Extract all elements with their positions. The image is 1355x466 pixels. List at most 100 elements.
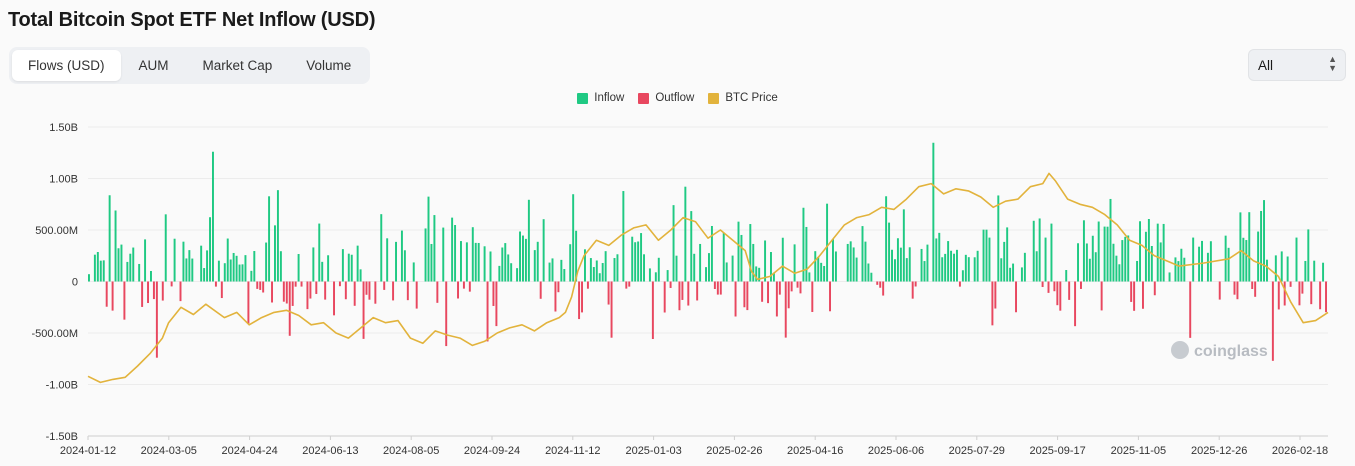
outflow-bar bbox=[147, 281, 149, 304]
legend-label-outflow: Outflow bbox=[655, 92, 695, 104]
inflow-bar bbox=[560, 259, 563, 282]
inflow-bar bbox=[950, 250, 953, 282]
inflow-bar bbox=[244, 255, 247, 282]
flow-bars bbox=[88, 142, 1327, 361]
inflow-bar bbox=[454, 224, 457, 282]
inflow-bar bbox=[770, 252, 772, 282]
outflow-bar bbox=[353, 281, 356, 306]
range-select[interactable]: All ▲ ▼ bbox=[1248, 49, 1346, 81]
outflow-bar bbox=[436, 281, 439, 303]
outflow-bar bbox=[445, 281, 448, 347]
outflow-bar bbox=[1325, 281, 1327, 313]
outflow-bar bbox=[338, 281, 341, 287]
outflow-bar bbox=[911, 281, 914, 299]
inflow-bar bbox=[648, 268, 651, 282]
inflow-bar bbox=[849, 241, 852, 282]
inflow-bar bbox=[88, 274, 90, 282]
legend-item-inflow[interactable]: Inflow bbox=[577, 92, 624, 104]
outflow-bar bbox=[746, 281, 749, 311]
inflow-bar bbox=[489, 251, 492, 282]
inflow-bar bbox=[1000, 258, 1003, 282]
x-tick-label: 2024-04-24 bbox=[221, 445, 277, 457]
outflow-bar bbox=[607, 281, 610, 305]
x-tick-label: 2024-06-13 bbox=[302, 445, 358, 457]
inflow-bar bbox=[1088, 258, 1091, 282]
tab-market-cap[interactable]: Market Cap bbox=[202, 58, 273, 73]
outflow-bar bbox=[1277, 281, 1280, 310]
inflow-bar bbox=[1162, 223, 1165, 282]
inflow-bar bbox=[524, 238, 527, 282]
outflow-bar bbox=[790, 281, 793, 292]
outflow-bar bbox=[285, 281, 288, 304]
price-swatch-icon bbox=[708, 92, 720, 104]
outflow-bar bbox=[1233, 281, 1236, 295]
legend-item-btc-price[interactable]: BTC Price bbox=[708, 92, 778, 104]
y-tick-label: 1.00B bbox=[49, 174, 78, 186]
legend-item-outflow[interactable]: Outflow bbox=[638, 92, 694, 104]
inflow-bar bbox=[956, 249, 958, 282]
inflow-bar bbox=[93, 254, 96, 282]
outflow-bar bbox=[1047, 281, 1050, 293]
inflow-bar bbox=[643, 254, 645, 282]
inflow-bar bbox=[483, 246, 486, 282]
inflow-bar bbox=[1020, 267, 1023, 282]
inflow-bar bbox=[758, 267, 761, 282]
inflow-bar bbox=[1159, 242, 1162, 282]
outflow-bar bbox=[123, 281, 126, 320]
inflow-bar bbox=[1144, 231, 1147, 282]
inflow-bar bbox=[982, 229, 985, 282]
inflow-bar bbox=[182, 241, 185, 282]
inflow-bar bbox=[504, 243, 507, 282]
outflow-bar bbox=[1068, 281, 1071, 300]
inflow-bar bbox=[276, 190, 279, 282]
inflow-bar bbox=[150, 270, 152, 282]
inflow-bar bbox=[908, 247, 911, 282]
inflow-bar bbox=[403, 250, 406, 282]
inflow-bar bbox=[684, 186, 687, 282]
inflow-bar bbox=[1248, 212, 1251, 282]
outflow-bar bbox=[306, 281, 309, 310]
inflow-bar bbox=[102, 260, 105, 282]
inflow-bar bbox=[321, 261, 324, 282]
inflow-bar bbox=[474, 242, 477, 282]
inflow-bar bbox=[1206, 252, 1209, 282]
tab-aum[interactable]: AUM bbox=[138, 58, 169, 73]
tab-volume[interactable]: Volume bbox=[306, 58, 352, 73]
tab-flows[interactable]: Flows (USD) bbox=[12, 50, 121, 81]
inflow-bar bbox=[185, 258, 188, 282]
inflow-bar bbox=[1044, 237, 1047, 282]
inflow-bar bbox=[855, 257, 858, 282]
x-tick-label: 2025-11-05 bbox=[1111, 445, 1166, 457]
inflow-bar bbox=[350, 254, 353, 282]
outflow-bar bbox=[271, 281, 273, 303]
inflow-bar bbox=[920, 248, 923, 282]
inflow-swatch-icon bbox=[577, 92, 589, 104]
inflow-bar bbox=[802, 207, 805, 282]
y-tick-label: 0 bbox=[72, 277, 78, 289]
inflow-bar bbox=[341, 249, 344, 282]
inflow-bar bbox=[1174, 257, 1177, 282]
inflow-bar bbox=[507, 254, 510, 282]
x-tick-label: 2025-04-16 bbox=[787, 445, 843, 457]
inflow-bar bbox=[967, 257, 970, 282]
inflow-bar bbox=[672, 205, 675, 282]
outflow-bar bbox=[628, 281, 631, 287]
outflow-bar bbox=[1100, 281, 1103, 311]
inflow-bar bbox=[616, 254, 619, 282]
inflow-bar bbox=[519, 231, 521, 282]
inflow-bar bbox=[902, 209, 905, 282]
x-tick-label: 2025-12-26 bbox=[1191, 445, 1247, 457]
outflow-bar bbox=[719, 281, 722, 295]
inflow-bar bbox=[601, 263, 604, 282]
inflow-bar bbox=[1035, 251, 1038, 282]
inflow-bar bbox=[536, 241, 539, 282]
inflow-bar bbox=[885, 196, 888, 282]
outflow-bar bbox=[468, 281, 471, 292]
outflow-bar bbox=[761, 281, 764, 302]
inflow-bar bbox=[430, 243, 433, 282]
inflow-bar bbox=[1322, 262, 1325, 282]
btc-price-series bbox=[87, 172, 1329, 384]
inflow-bar bbox=[297, 254, 300, 282]
x-tick-label: 2024-03-05 bbox=[141, 445, 197, 457]
inflow-bar bbox=[973, 257, 976, 282]
